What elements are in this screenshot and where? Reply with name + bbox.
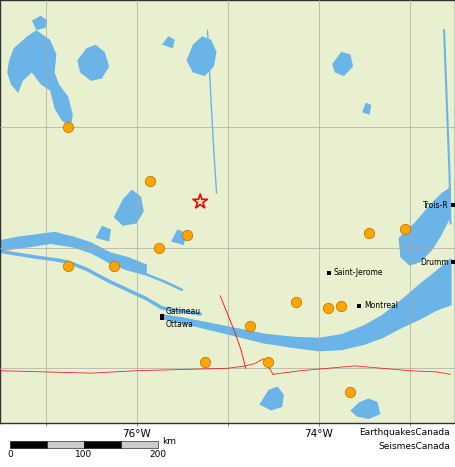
Point (65, 262, 72, 269)
Text: Trois-R: Trois-R (423, 201, 449, 210)
Text: EarthquakesCanada: EarthquakesCanada (359, 428, 450, 437)
Polygon shape (114, 190, 144, 226)
Bar (47, 441, 84, 448)
Polygon shape (7, 30, 73, 127)
Polygon shape (362, 103, 371, 115)
Point (201, 359, 208, 366)
Polygon shape (187, 36, 217, 76)
Polygon shape (332, 52, 353, 76)
Text: 100: 100 (76, 450, 93, 459)
Point (324, 304, 331, 311)
Polygon shape (77, 45, 109, 81)
Text: Saint-Jerome: Saint-Jerome (334, 269, 384, 277)
Text: Gatineau: Gatineau (166, 307, 201, 316)
Point (110, 262, 117, 269)
Text: SeismesCanada: SeismesCanada (378, 442, 450, 451)
Text: Ottawa: Ottawa (166, 320, 193, 329)
Point (365, 229, 372, 237)
Point (401, 226, 409, 233)
Point (338, 302, 345, 309)
Point (347, 389, 354, 396)
Polygon shape (162, 36, 175, 48)
Text: km: km (162, 437, 176, 446)
Polygon shape (96, 226, 111, 241)
Text: 200: 200 (149, 450, 167, 459)
Point (156, 244, 163, 251)
Bar (121, 441, 158, 448)
Text: 0: 0 (7, 450, 13, 459)
Polygon shape (259, 386, 284, 410)
Point (247, 322, 254, 330)
Polygon shape (32, 16, 47, 30)
Polygon shape (171, 229, 187, 245)
Text: Drumm: Drumm (420, 257, 449, 267)
Point (265, 359, 272, 366)
Bar (10, 441, 47, 448)
Point (292, 298, 299, 305)
Polygon shape (350, 398, 380, 419)
Point (183, 232, 190, 239)
Polygon shape (399, 187, 450, 266)
Text: Montreal: Montreal (364, 301, 398, 310)
Point (147, 177, 154, 185)
Bar (84, 441, 121, 448)
Point (65, 123, 72, 131)
Point (197, 198, 204, 205)
